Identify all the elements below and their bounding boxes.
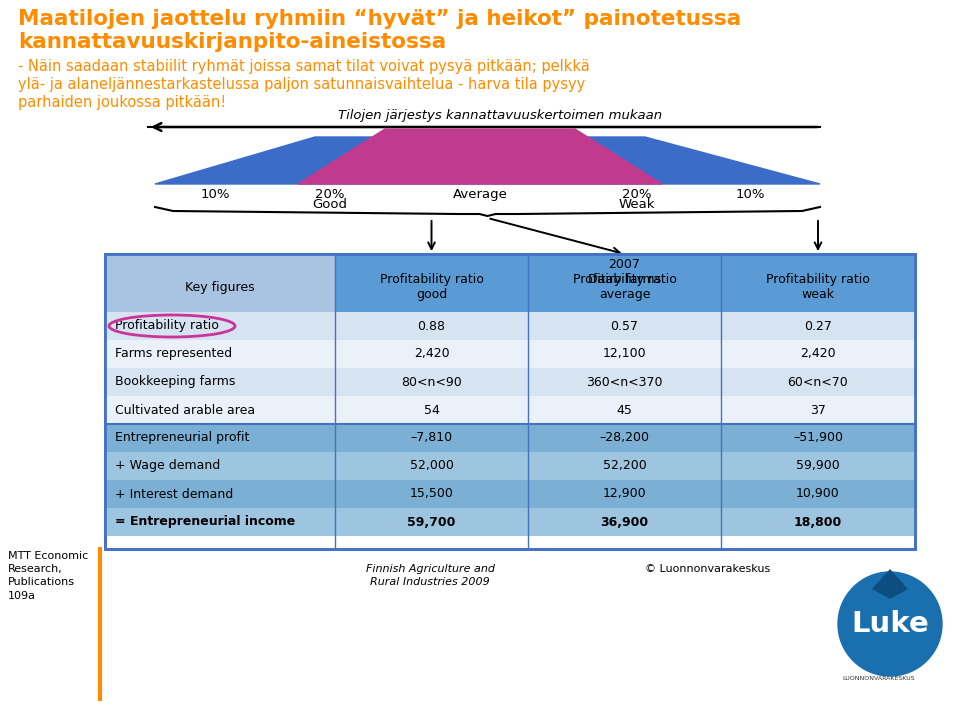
FancyBboxPatch shape (105, 312, 915, 340)
Text: Bookkeeping farms: Bookkeeping farms (115, 376, 235, 389)
FancyBboxPatch shape (105, 340, 915, 368)
Text: 60<n<70: 60<n<70 (787, 376, 849, 389)
Text: –28,200: –28,200 (599, 432, 650, 445)
Text: 2,420: 2,420 (414, 347, 449, 360)
Text: 45: 45 (616, 403, 633, 416)
Text: Profitability ratio
average: Profitability ratio average (572, 273, 677, 301)
Text: 10%: 10% (201, 188, 229, 201)
Text: + Wage demand: + Wage demand (115, 459, 220, 472)
Text: kannattavuuskirjanpito-aineistossa: kannattavuuskirjanpito-aineistossa (18, 32, 446, 52)
Text: 18,800: 18,800 (794, 515, 842, 528)
Text: + Interest demand: + Interest demand (115, 488, 233, 501)
Text: = Entrepreneurial income: = Entrepreneurial income (115, 515, 296, 528)
Text: ylä- ja alaneljännestarkastelussa paljon satunnaisvaihtelua - harva tila pysyy: ylä- ja alaneljännestarkastelussa paljon… (18, 77, 586, 92)
Text: Key figures: Key figures (185, 281, 254, 294)
Text: 52,000: 52,000 (410, 459, 453, 472)
Text: parhaiden joukossa pitkään!: parhaiden joukossa pitkään! (18, 95, 227, 110)
Text: Average: Average (452, 188, 508, 201)
Text: Luke: Luke (852, 610, 929, 638)
FancyBboxPatch shape (105, 254, 915, 312)
Text: 2,420: 2,420 (801, 347, 836, 360)
Text: Tilojen järjestys kannattavuuskertoimen mukaan: Tilojen järjestys kannattavuuskertoimen … (338, 109, 662, 122)
Text: Maatilojen jaottelu ryhmiin “hyvät” ja heikot” painotetussa: Maatilojen jaottelu ryhmiin “hyvät” ja h… (18, 9, 741, 29)
FancyBboxPatch shape (105, 254, 915, 549)
Text: –51,900: –51,900 (793, 432, 843, 445)
FancyBboxPatch shape (105, 254, 335, 312)
Text: 54: 54 (423, 403, 440, 416)
Text: 80<n<90: 80<n<90 (401, 376, 462, 389)
Text: 20%: 20% (622, 188, 652, 201)
Text: Profitability ratio
weak: Profitability ratio weak (766, 273, 870, 301)
Text: 360<n<370: 360<n<370 (587, 376, 662, 389)
Polygon shape (298, 129, 662, 184)
Text: –7,810: –7,810 (411, 432, 452, 445)
Polygon shape (155, 137, 820, 184)
Text: LUONNONVARAKESKUS: LUONNONVARAKESKUS (842, 676, 915, 681)
Text: 20%: 20% (315, 188, 345, 201)
FancyBboxPatch shape (105, 452, 915, 480)
Text: Profitability ratio
good: Profitability ratio good (379, 273, 484, 301)
Text: - Näin saadaan stabiilit ryhmät joissa samat tilat voivat pysyä pitkään; pelkkä: - Näin saadaan stabiilit ryhmät joissa s… (18, 59, 589, 74)
Text: Good: Good (313, 198, 348, 211)
Text: 37: 37 (810, 403, 826, 416)
Text: Profitability ratio: Profitability ratio (115, 320, 219, 333)
Text: 12,100: 12,100 (603, 347, 646, 360)
Text: Farms represented: Farms represented (115, 347, 232, 360)
Text: 0.27: 0.27 (804, 320, 832, 333)
Text: 12,900: 12,900 (603, 488, 646, 501)
Text: 15,500: 15,500 (410, 488, 453, 501)
Text: 59,700: 59,700 (407, 515, 456, 528)
Text: Cultivated arable area: Cultivated arable area (115, 403, 255, 416)
FancyBboxPatch shape (105, 424, 915, 452)
Text: Weak: Weak (619, 198, 656, 211)
Text: 2007
Dairy farms: 2007 Dairy farms (588, 258, 661, 286)
Text: Entrepreneurial profit: Entrepreneurial profit (115, 432, 250, 445)
FancyBboxPatch shape (105, 396, 915, 424)
Text: 0.88: 0.88 (418, 320, 445, 333)
Text: 10,900: 10,900 (796, 488, 840, 501)
Text: © Luonnonvarakeskus: © Luonnonvarakeskus (645, 564, 770, 574)
Text: MTT Economic
Research,
Publications
109a: MTT Economic Research, Publications 109a (8, 551, 88, 601)
Circle shape (838, 572, 942, 676)
Polygon shape (872, 569, 908, 599)
Text: 0.57: 0.57 (611, 320, 638, 333)
Text: 36,900: 36,900 (600, 515, 649, 528)
Text: 59,900: 59,900 (796, 459, 840, 472)
Text: Finnish Agriculture and
Rural Industries 2009: Finnish Agriculture and Rural Industries… (366, 564, 494, 587)
Text: 52,200: 52,200 (603, 459, 646, 472)
FancyBboxPatch shape (105, 508, 915, 536)
FancyBboxPatch shape (105, 368, 915, 396)
FancyBboxPatch shape (105, 480, 915, 508)
Text: 10%: 10% (735, 188, 765, 201)
